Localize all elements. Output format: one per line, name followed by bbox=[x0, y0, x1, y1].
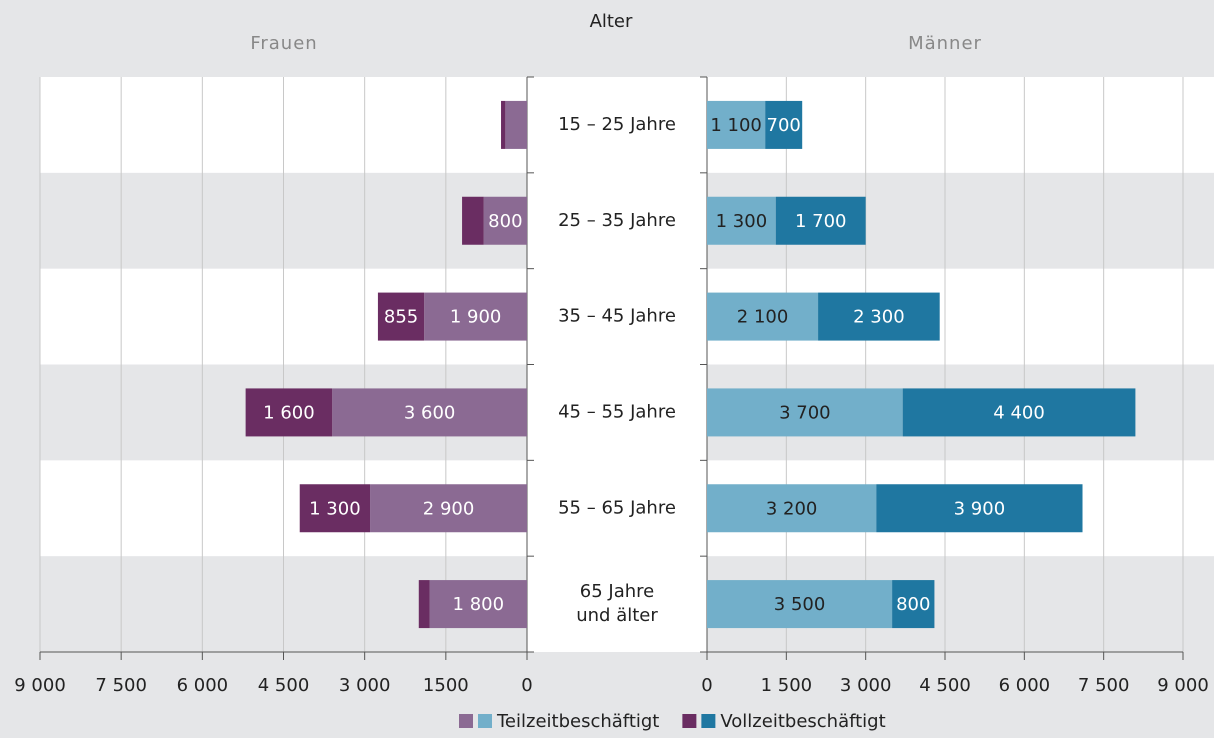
right-title: Männer bbox=[908, 33, 982, 54]
bar-segment bbox=[707, 580, 893, 629]
value-label: 800 bbox=[896, 594, 930, 615]
category-label: 45 – 55 Jahre bbox=[558, 401, 676, 422]
value-label: 1 700 bbox=[795, 211, 847, 232]
bar-segment bbox=[483, 196, 527, 245]
bar-segment bbox=[707, 292, 819, 341]
x-tick-label: 1 500 bbox=[761, 675, 813, 696]
legend-swatch bbox=[701, 714, 716, 728]
value-label: 3 500 bbox=[774, 594, 826, 615]
bar-segment bbox=[902, 388, 1136, 437]
legend-label: Vollzeitbeschäftigt bbox=[720, 711, 885, 732]
bar-segment bbox=[707, 100, 766, 149]
bar-segment bbox=[818, 292, 940, 341]
legend-swatch bbox=[478, 714, 492, 728]
value-label: 800 bbox=[488, 211, 522, 232]
value-label: 2 300 bbox=[853, 307, 905, 328]
left-title: Frauen bbox=[250, 33, 317, 54]
value-label: 1 300 bbox=[716, 211, 768, 232]
category-label: 55 – 65 Jahre bbox=[558, 497, 676, 518]
bar-segment bbox=[775, 196, 866, 245]
category-label: 25 – 35 Jahre bbox=[558, 210, 676, 231]
bar-segment bbox=[707, 484, 877, 533]
x-tick-label: 6 000 bbox=[177, 675, 229, 696]
value-label: 1 300 bbox=[309, 498, 361, 519]
center-title: Alter bbox=[590, 11, 633, 32]
bar-segment bbox=[501, 100, 506, 149]
value-label: 2 900 bbox=[423, 498, 475, 519]
value-label: 855 bbox=[384, 307, 418, 328]
x-tick-label: 1500 bbox=[423, 675, 469, 696]
value-label: 4 400 bbox=[993, 402, 1045, 423]
x-tick-label: 3 000 bbox=[339, 675, 391, 696]
bar-segment bbox=[332, 388, 527, 437]
category-label: 35 – 45 Jahre bbox=[558, 306, 676, 327]
category-line: 65 Jahre bbox=[580, 581, 654, 602]
bar-segment bbox=[505, 100, 527, 149]
bar-segment bbox=[892, 580, 935, 629]
value-label: 1 900 bbox=[450, 307, 502, 328]
bar-segment bbox=[765, 100, 803, 149]
x-tick-label: 4 500 bbox=[919, 675, 971, 696]
x-tick-label: 6 000 bbox=[999, 675, 1051, 696]
value-label: 1 600 bbox=[263, 402, 315, 423]
x-tick-label: 7 500 bbox=[95, 675, 147, 696]
x-tick-label: 9 000 bbox=[14, 675, 66, 696]
category-line: und älter bbox=[576, 605, 658, 626]
x-tick-label: 0 bbox=[701, 675, 712, 696]
bar-segment bbox=[424, 292, 527, 341]
bar-segment bbox=[377, 292, 425, 341]
bar-segment bbox=[418, 580, 430, 629]
x-tick-label: 7 500 bbox=[1078, 675, 1130, 696]
value-label: 1 800 bbox=[453, 594, 505, 615]
value-label: 3 200 bbox=[766, 498, 818, 519]
bar-segment bbox=[707, 196, 776, 245]
x-tick-label: 9 000 bbox=[1157, 675, 1209, 696]
category-label: 15 – 25 Jahre bbox=[558, 114, 676, 135]
value-label: 3 600 bbox=[404, 402, 456, 423]
value-label: 3 900 bbox=[954, 498, 1006, 519]
legend-swatch bbox=[682, 714, 697, 728]
legend-label: Teilzeitbeschäftigt bbox=[496, 711, 659, 732]
x-tick-label: 3 000 bbox=[840, 675, 892, 696]
bar-segment bbox=[299, 484, 371, 533]
x-tick-label: 0 bbox=[521, 675, 532, 696]
value-label: 3 700 bbox=[779, 402, 831, 423]
bar-segment bbox=[370, 484, 527, 533]
legend-swatch bbox=[459, 714, 473, 728]
value-label: 1 100 bbox=[710, 115, 762, 136]
value-label: 2 100 bbox=[737, 307, 789, 328]
bar-segment bbox=[707, 388, 903, 437]
value-label: 700 bbox=[767, 115, 801, 136]
category-label: 65 Jahre und älter bbox=[576, 581, 658, 626]
center-band bbox=[527, 77, 707, 652]
bar-segment bbox=[429, 580, 527, 629]
bar-segment bbox=[462, 196, 484, 245]
x-tick-label: 4 500 bbox=[258, 675, 310, 696]
bar-segment bbox=[245, 388, 333, 437]
bar-segment bbox=[876, 484, 1083, 533]
